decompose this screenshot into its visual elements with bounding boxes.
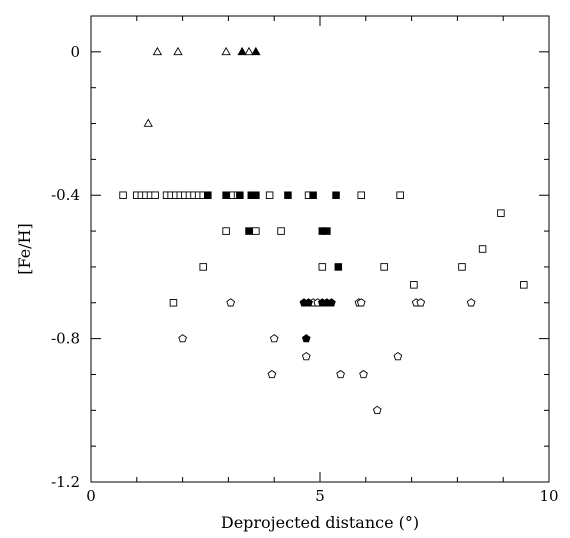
data-point-square-filled — [245, 227, 253, 235]
data-point-square-filled — [323, 227, 331, 235]
y-axis-label: [Fe/H] — [15, 223, 34, 275]
x-tick-label: 5 — [315, 487, 325, 505]
data-point-square-open — [458, 263, 466, 271]
data-point-pentagon-open — [269, 334, 279, 343]
data-point-pentagon-open — [416, 298, 426, 307]
data-point-square-filled — [309, 191, 317, 199]
data-point-pentagon-open — [301, 351, 311, 361]
data-point-pentagon-filled — [327, 298, 336, 307]
data-point-square-open — [169, 299, 178, 307]
data-point-square-open — [222, 227, 230, 235]
data-point-square-open — [520, 281, 528, 289]
data-point-triangle-open — [152, 46, 163, 56]
data-point-square-open — [497, 209, 505, 217]
data-point-triangle-filled — [251, 46, 261, 56]
data-point-square-open — [396, 191, 404, 199]
data-point-pentagon-filled — [301, 334, 311, 343]
data-point-triangle-open — [221, 46, 231, 56]
data-point-triangle-filled — [237, 46, 247, 56]
data-point-triangle-open — [173, 46, 183, 56]
data-point-square-open — [119, 191, 127, 199]
y-tick-label: -0.4 — [51, 186, 80, 204]
data-point-square-open — [252, 227, 260, 235]
y-tick-label: -1.2 — [51, 473, 80, 491]
data-point-square-open — [151, 191, 159, 199]
y-tick-label: -0.8 — [51, 330, 80, 348]
data-point-square-open — [380, 263, 388, 271]
data-point-square-open — [357, 191, 365, 199]
data-point-square-filled — [332, 191, 340, 199]
data-point-pentagon-open — [393, 351, 403, 361]
data-point-pentagon-filled — [304, 298, 313, 307]
data-point-square-filled — [222, 191, 230, 199]
data-point-pentagon-open — [336, 369, 345, 379]
y-tick-label: 0 — [70, 43, 80, 61]
data-point-pentagon-open — [359, 369, 368, 379]
data-point-square-open — [265, 191, 274, 199]
x-tick-label: 0 — [86, 487, 96, 505]
data-point-square-filled — [204, 191, 212, 199]
data-point-pentagon-open — [466, 298, 476, 307]
data-point-square-open — [318, 263, 327, 271]
tick-marks — [90, 15, 550, 483]
data-point-square-open — [277, 227, 285, 235]
data-point-pentagon-open — [178, 334, 187, 343]
data-point-pentagon-open — [356, 298, 366, 307]
data-point-square-open — [199, 263, 207, 271]
data-point-pentagon-open — [372, 405, 382, 414]
data-point-square-open — [410, 281, 418, 289]
data-point-pentagon-open — [267, 369, 277, 379]
data-point-triangle-open — [143, 118, 153, 127]
data-point-square-filled — [284, 191, 292, 199]
data-point-square-filled — [252, 191, 260, 199]
data-point-triangle-open — [244, 46, 254, 56]
data-point-square-open — [478, 245, 487, 253]
data-points — [119, 46, 528, 414]
data-point-square-filled — [334, 263, 343, 271]
x-axis-label: Deprojected distance (°) — [221, 513, 419, 532]
data-point-pentagon-open — [226, 298, 236, 307]
data-point-square-filled — [236, 191, 244, 199]
x-tick-label: 10 — [539, 487, 558, 505]
y-tick-labels: 0 -0.4 -0.8 -1.2 — [51, 43, 80, 491]
x-tick-labels: 0 5 10 — [86, 487, 558, 505]
